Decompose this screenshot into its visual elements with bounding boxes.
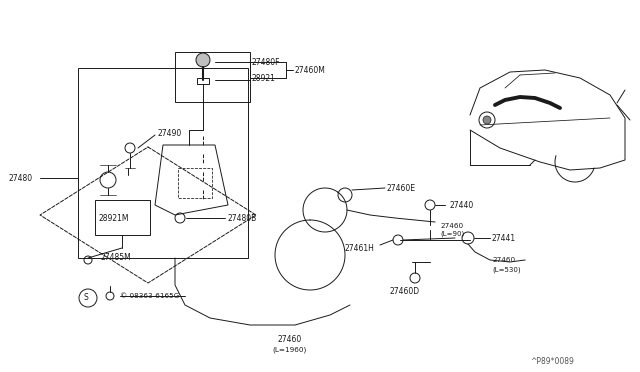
Text: 27480B: 27480B [227, 214, 256, 222]
Text: 27460M: 27460M [295, 65, 326, 74]
Text: © 08363-6165G: © 08363-6165G [120, 293, 179, 299]
Text: 27480: 27480 [8, 173, 32, 183]
Text: S: S [84, 294, 88, 302]
Bar [197, 78, 209, 84]
Bar [95, 200, 150, 235]
Text: 27440: 27440 [450, 201, 474, 209]
Text: 27490: 27490 [158, 128, 182, 138]
Text: 28921M: 28921M [98, 214, 129, 222]
Text: 27485M: 27485M [100, 253, 131, 262]
Circle shape [479, 112, 495, 128]
Circle shape [483, 116, 491, 124]
Text: (L=530): (L=530) [492, 267, 520, 273]
Text: 27441: 27441 [492, 234, 516, 243]
Text: 27461H: 27461H [345, 244, 375, 253]
Circle shape [196, 53, 210, 67]
Text: 27460: 27460 [492, 257, 515, 263]
Text: 28921: 28921 [252, 74, 276, 83]
Bar [178, 168, 212, 198]
Text: (L=90): (L=90) [440, 231, 464, 237]
Text: 27460: 27460 [440, 223, 463, 229]
Text: 27460D: 27460D [390, 288, 420, 296]
Bar [175, 52, 250, 102]
Text: ^P89*0089: ^P89*0089 [530, 357, 574, 366]
Text: (L=1960): (L=1960) [273, 347, 307, 353]
Text: 27480F: 27480F [252, 58, 280, 67]
Bar [78, 68, 248, 258]
Text: 27460E: 27460E [387, 183, 416, 192]
Text: 27460: 27460 [278, 336, 302, 344]
